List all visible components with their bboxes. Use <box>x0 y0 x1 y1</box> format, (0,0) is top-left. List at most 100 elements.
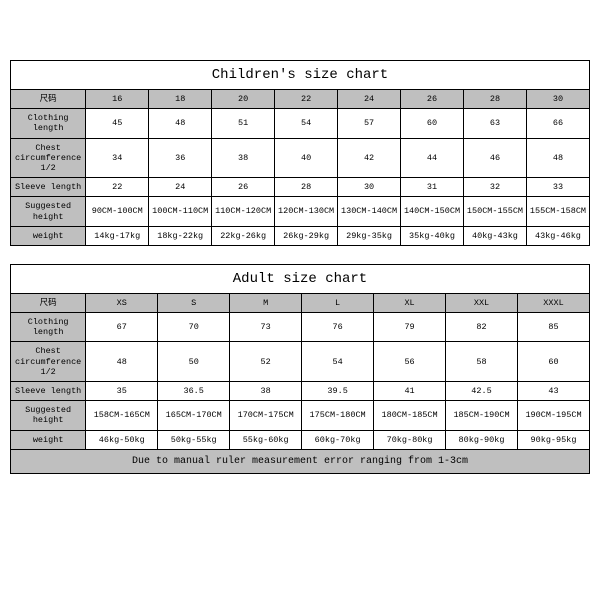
cell: 155CM-158CM <box>526 197 589 226</box>
row-label: Clothing length <box>11 313 86 342</box>
cell: 51 <box>212 109 275 138</box>
col-header: 26 <box>401 90 464 109</box>
adult-chart-title: Adult size chart <box>10 264 590 293</box>
cell: 48 <box>86 342 158 382</box>
cell: 18kg-22kg <box>149 226 212 245</box>
row-label: Suggested height <box>11 197 86 226</box>
col-header: 24 <box>338 90 401 109</box>
row-label: Suggested height <box>11 401 86 430</box>
row-label: weight <box>11 226 86 245</box>
cell: 46 <box>463 138 526 178</box>
table-row: weight 46kg-50kg 50kg-55kg 55kg-60kg 60k… <box>11 430 590 449</box>
col-header: 30 <box>526 90 589 109</box>
cell: 46kg-50kg <box>86 430 158 449</box>
cell: 26 <box>212 178 275 197</box>
table-row: Suggested height 90CM-100CM 100CM-110CM … <box>11 197 590 226</box>
cell: 39.5 <box>302 382 374 401</box>
col-header: 28 <box>463 90 526 109</box>
cell: 28 <box>275 178 338 197</box>
adult-header-row: 尺码 XS S M L XL XXL XXXL <box>11 293 590 312</box>
cell: 32 <box>463 178 526 197</box>
col-header: S <box>158 293 230 312</box>
cell: 36 <box>149 138 212 178</box>
cell: 180CM-185CM <box>374 401 446 430</box>
cell: 52 <box>230 342 302 382</box>
col-header: 22 <box>275 90 338 109</box>
col-header: 16 <box>86 90 149 109</box>
cell: 35 <box>86 382 158 401</box>
cell: 26kg-29kg <box>275 226 338 245</box>
cell: 43 <box>517 382 589 401</box>
cell: 165CM-170CM <box>158 401 230 430</box>
cell: 24 <box>149 178 212 197</box>
row-label: Chest circumference 1/2 <box>11 342 86 382</box>
cell: 90CM-100CM <box>86 197 149 226</box>
children-size-chart: Children's size chart 尺码 16 18 20 22 24 … <box>10 60 590 246</box>
cell: 34 <box>86 138 149 178</box>
cell: 22 <box>86 178 149 197</box>
cell: 30 <box>338 178 401 197</box>
row-label: Sleeve length <box>11 178 86 197</box>
cell: 70kg-80kg <box>374 430 446 449</box>
cell: 55kg-60kg <box>230 430 302 449</box>
cell: 85 <box>517 313 589 342</box>
cell: 80kg-90kg <box>446 430 518 449</box>
cell: 14kg-17kg <box>86 226 149 245</box>
cell: 100CM-110CM <box>149 197 212 226</box>
cell: 56 <box>374 342 446 382</box>
table-row: weight 14kg-17kg 18kg-22kg 22kg-26kg 26k… <box>11 226 590 245</box>
cell: 48 <box>149 109 212 138</box>
cell: 54 <box>302 342 374 382</box>
cell: 66 <box>526 109 589 138</box>
cell: 140CM-150CM <box>401 197 464 226</box>
col-header: XL <box>374 293 446 312</box>
cell: 50kg-55kg <box>158 430 230 449</box>
cell: 60 <box>401 109 464 138</box>
col-header: 尺码 <box>11 293 86 312</box>
cell: 185CM-190CM <box>446 401 518 430</box>
row-label: Chest circumference 1/2 <box>11 138 86 178</box>
cell: 40 <box>275 138 338 178</box>
col-header: 20 <box>212 90 275 109</box>
cell: 33 <box>526 178 589 197</box>
col-header: XS <box>86 293 158 312</box>
table-row: Chest circumference 1/2 48 50 52 54 56 5… <box>11 342 590 382</box>
cell: 158CM-165CM <box>86 401 158 430</box>
children-chart-table: 尺码 16 18 20 22 24 26 28 30 Clothing leng… <box>10 89 590 246</box>
cell: 58 <box>446 342 518 382</box>
children-chart-title: Children's size chart <box>10 60 590 89</box>
col-header: 尺码 <box>11 90 86 109</box>
col-header: 18 <box>149 90 212 109</box>
cell: 38 <box>212 138 275 178</box>
table-row: Clothing length 45 48 51 54 57 60 63 66 <box>11 109 590 138</box>
adult-chart-table: 尺码 XS S M L XL XXL XXXL Clothing length … <box>10 293 590 450</box>
cell: 36.5 <box>158 382 230 401</box>
cell: 29kg-35kg <box>338 226 401 245</box>
cell: 43kg-46kg <box>526 226 589 245</box>
cell: 170CM-175CM <box>230 401 302 430</box>
cell: 60kg-70kg <box>302 430 374 449</box>
col-header: L <box>302 293 374 312</box>
cell: 48 <box>526 138 589 178</box>
col-header: XXXL <box>517 293 589 312</box>
cell: 45 <box>86 109 149 138</box>
cell: 70 <box>158 313 230 342</box>
cell: 90kg-95kg <box>517 430 589 449</box>
cell: 60 <box>517 342 589 382</box>
row-label: Clothing length <box>11 109 86 138</box>
cell: 73 <box>230 313 302 342</box>
cell: 150CM-155CM <box>463 197 526 226</box>
cell: 54 <box>275 109 338 138</box>
cell: 82 <box>446 313 518 342</box>
cell: 110CM-120CM <box>212 197 275 226</box>
cell: 130CM-140CM <box>338 197 401 226</box>
cell: 57 <box>338 109 401 138</box>
cell: 42.5 <box>446 382 518 401</box>
cell: 41 <box>374 382 446 401</box>
cell: 76 <box>302 313 374 342</box>
row-label: Sleeve length <box>11 382 86 401</box>
cell: 175CM-180CM <box>302 401 374 430</box>
measurement-footnote: Due to manual ruler measurement error ra… <box>10 450 590 474</box>
cell: 67 <box>86 313 158 342</box>
table-row: Sleeve length 22 24 26 28 30 31 32 33 <box>11 178 590 197</box>
